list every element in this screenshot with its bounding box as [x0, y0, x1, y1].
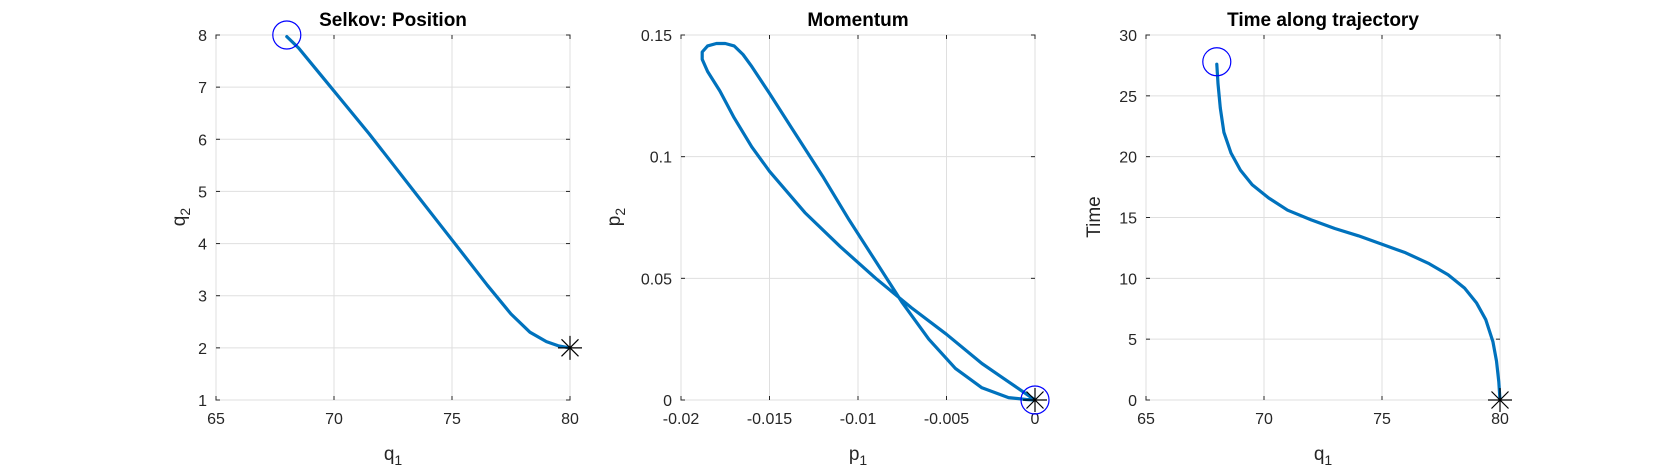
time-panel: 65 70 75 80 0 5 10 15 20 25 30 Time along trajecto…	[1084, 10, 1512, 468]
position-chart-title: Selkov: Position	[319, 10, 467, 31]
position-ticks: 65 70 75 80 1 2 3 4 5 6 7 8	[198, 28, 579, 428]
momentum-y-tick-label: 0.15	[641, 28, 672, 45]
position-x-tick-label: 65	[207, 411, 225, 428]
momentum-y-label-sub: 2	[612, 208, 628, 216]
position-y-tick-label: 1	[198, 393, 207, 410]
momentum-x-label-sub: 1	[859, 452, 867, 468]
position-x-label-base: q	[384, 444, 395, 465]
time-series	[1215, 62, 1502, 402]
position-y-label-sub: 2	[177, 208, 193, 216]
time-y-axis-label: Time	[1084, 196, 1105, 238]
position-x-label-sub: 1	[394, 452, 402, 468]
time-y-tick-label: 0	[1128, 393, 1137, 410]
position-y-tick-label: 7	[198, 80, 207, 97]
time-x-label-sub: 1	[1324, 452, 1332, 468]
position-y-tick-label: 2	[198, 341, 207, 358]
position-y-tick-label: 6	[198, 132, 207, 149]
position-series	[285, 34, 572, 350]
position-x-tick-label: 70	[325, 411, 343, 428]
momentum-series	[700, 41, 1037, 402]
time-y-label-base: Time	[1084, 196, 1105, 238]
momentum-x-axis-label: p1	[849, 444, 868, 468]
momentum-end-asterisk-marker	[1023, 388, 1047, 412]
time-end-asterisk-marker	[1488, 388, 1512, 412]
momentum-y-tick-label: 0.05	[641, 271, 672, 288]
momentum-grid	[680, 34, 1036, 401]
position-x-tick-label: 75	[443, 411, 461, 428]
time-start-circle-marker	[1202, 47, 1232, 77]
time-x-tick-label: 80	[1491, 411, 1509, 428]
position-y-tick-label: 3	[198, 289, 207, 306]
momentum-x-tick-label: 0	[1031, 411, 1040, 428]
time-x-tick-label: 75	[1373, 411, 1391, 428]
time-y-tick-label: 30	[1119, 28, 1137, 45]
momentum-x-tick-label: -0.015	[747, 411, 792, 428]
momentum-y-axis-label: p2	[604, 208, 628, 227]
momentum-x-tick-label: -0.02	[663, 411, 700, 428]
position-axes-box	[215, 34, 571, 401]
position-grid	[215, 34, 571, 401]
time-trajectory-line	[1215, 62, 1502, 402]
momentum-y-label-base: p	[604, 216, 625, 227]
momentum-x-tick-label: -0.005	[924, 411, 969, 428]
position-x-tick-label: 80	[561, 411, 579, 428]
momentum-markers	[1020, 385, 1050, 415]
momentum-y-tick-label: 0	[663, 393, 672, 410]
time-y-tick-label: 25	[1119, 89, 1137, 106]
position-start-circle-marker	[272, 20, 302, 50]
momentum-panel: -0.02 -0.015 -0.01 -0.005 0 0 0.05 0.1 0.15 Mome…	[604, 10, 1050, 468]
time-chart-title: Time along trajectory	[1227, 10, 1419, 31]
momentum-x-tick-label: -0.01	[840, 411, 877, 428]
momentum-x-label-base: p	[849, 444, 860, 465]
time-x-label-base: q	[1314, 444, 1325, 465]
momentum-start-circle-marker	[1020, 385, 1050, 415]
time-y-tick-label: 20	[1119, 150, 1137, 167]
position-y-tick-label: 8	[198, 28, 207, 45]
position-trajectory-line	[285, 34, 572, 350]
momentum-chart-title: Momentum	[807, 10, 908, 31]
momentum-ticks: -0.02 -0.015 -0.01 -0.005 0 0 0.05 0.1 0.15	[641, 28, 1040, 428]
time-ticks: 65 70 75 80 0 5 10 15 20 25 30	[1119, 28, 1509, 428]
position-markers	[272, 20, 582, 360]
momentum-trajectory-line	[700, 41, 1037, 402]
position-y-tick-label: 5	[198, 184, 207, 201]
time-x-tick-label: 70	[1255, 411, 1273, 428]
time-markers	[1202, 47, 1512, 412]
position-y-axis-label: q2	[169, 208, 193, 227]
time-y-tick-label: 15	[1119, 211, 1137, 228]
time-x-axis-label: q1	[1314, 444, 1333, 468]
position-end-asterisk-marker	[558, 335, 582, 360]
position-x-axis-label: q1	[384, 444, 403, 468]
time-y-tick-label: 5	[1128, 332, 1137, 349]
momentum-y-tick-label: 0.1	[650, 150, 672, 167]
time-y-tick-label: 10	[1119, 271, 1137, 288]
position-y-tick-label: 4	[198, 237, 207, 254]
position-y-label-base: q	[169, 216, 190, 227]
time-x-tick-label: 65	[1137, 411, 1155, 428]
